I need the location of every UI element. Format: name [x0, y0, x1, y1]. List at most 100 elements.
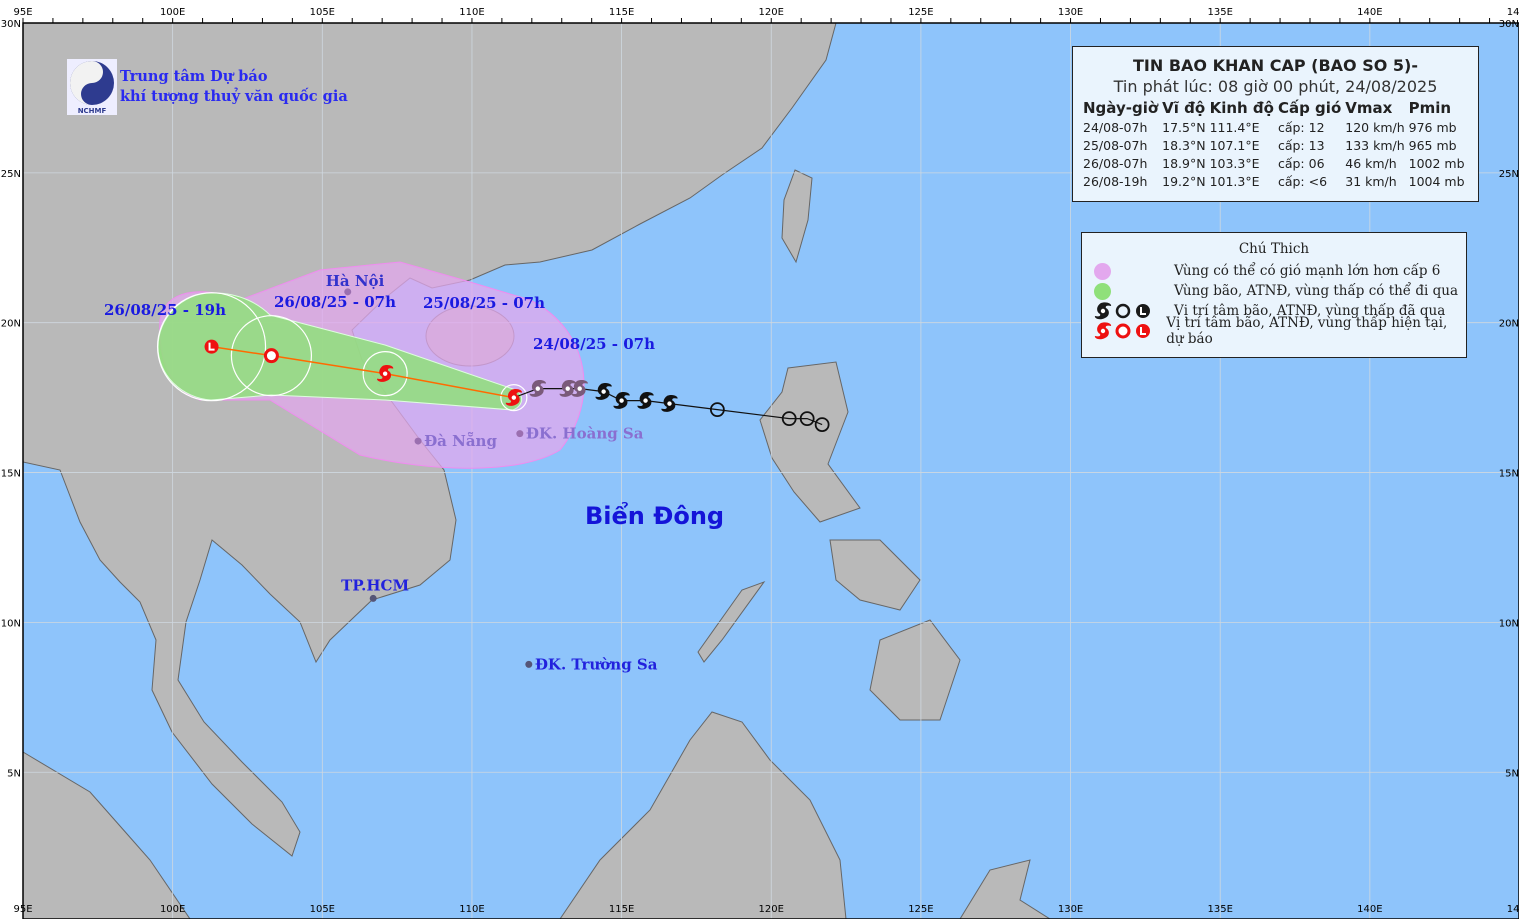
forecast-low-marker [204, 339, 219, 354]
place-marker [414, 437, 422, 445]
table-cell: 25/08-07h [1083, 138, 1148, 153]
lon-tick-label: 110E [459, 7, 484, 18]
land-luzon [759, 361, 861, 523]
lon-tick-label: 115E [609, 904, 634, 915]
lon-tick-label: 115E [609, 7, 634, 18]
place-marker [344, 288, 352, 296]
legend-label: Vị trí tâm bão, ATNĐ, vùng thấp đã qua [1174, 303, 1446, 319]
forecast-time-label: 26/08/25 - 19h [104, 301, 226, 319]
lat-tick-label: 10N [1, 618, 21, 629]
table-cell: 26/08-07h [1083, 156, 1148, 171]
land-asia-mainland [22, 22, 837, 857]
legend-item-zone: Vùng bão, ATNĐ, vùng thấp có thể đi qua [1082, 281, 1466, 301]
map-frame [22, 22, 1519, 919]
legend-box: Chú Thich Vùng có thể có gió mạnh lớn hơ… [1081, 232, 1467, 358]
lon-tick-label: 100E [160, 7, 185, 18]
land-masses [22, 22, 1051, 919]
current-storm-marker [505, 388, 522, 406]
map-axes: 95E95E100E100E105E105E110E110E115E115E12… [1, 7, 1519, 919]
land-borneo [559, 711, 847, 919]
place-label: Đà Nẵng [424, 431, 497, 450]
low-ring [709, 402, 725, 418]
storm-eye [1100, 328, 1106, 334]
bulletin-box: TIN BAO KHAN CAP (BAO SO 5)- Tin phát lú… [1072, 46, 1479, 202]
legend-title: Chú Thich [1238, 241, 1310, 257]
forecast-radius-circles [156, 292, 528, 412]
lat-tick-label: 20N [1, 319, 21, 330]
table-cell: 120 km/h [1345, 120, 1405, 135]
depression-ring [263, 348, 279, 364]
lon-tick-label: 130E [1058, 904, 1083, 915]
storm-eye [382, 371, 388, 376]
past-low-marker [709, 402, 725, 418]
land-sulawesi [959, 859, 1051, 919]
legend-item-past: Vị trí tâm bão, ATNĐ, vùng thấp đã qua [1082, 301, 1466, 321]
legend-label: Vùng bão, ATNĐ, vùng thấp có thể đi qua [1174, 283, 1459, 299]
lon-tick-label: 125E [908, 904, 933, 915]
low-icon [1136, 324, 1150, 338]
lon-tick-label: 140E [1357, 7, 1382, 18]
forecast-time-label: 26/08/25 - 07h [274, 293, 396, 311]
nchmf-logo: NCHMF [67, 59, 117, 119]
lat-tick-label: 30N [1499, 19, 1519, 30]
land-mindanao [869, 619, 961, 721]
past-storm-marker [571, 379, 588, 397]
legend-label: Vị trí tâm bão, ATNĐ, vùng thấp hiện tại… [1166, 315, 1448, 347]
past-low-marker [799, 411, 815, 427]
table-row: 26/08-07h 18.9°N 103.3°E cấp: 06 46 km/h 1002… [1081, 155, 1467, 173]
storm-eye [535, 386, 540, 391]
agency-name: Trung tâm Dự báo khí tượng thuỷ văn quốc… [120, 67, 348, 107]
place-marker [525, 660, 533, 668]
lon-tick-label: 100E [160, 904, 185, 915]
bulletin-issued: Tin phát lúc: 08 giờ 00 phút, 24/08/2025 [1113, 77, 1438, 96]
agency-name-line2: khí tượng thuỷ văn quốc gia [120, 88, 348, 105]
storm-eye [667, 401, 672, 406]
past-low-marker [814, 417, 830, 432]
lat-tick-label: 30N [1, 19, 21, 30]
place-label: Hà Nội [326, 272, 385, 290]
table-cell: cấp: 12 [1277, 120, 1325, 135]
table-cell: 111.4°E [1209, 120, 1260, 135]
past-storm-marker [637, 391, 654, 409]
past-storm-marker [595, 382, 612, 400]
lon-tick-label: 135E [1207, 904, 1232, 915]
table-cell: 19.2°N [1162, 174, 1206, 189]
legend-item-current: Vị trí tâm bão, ATNĐ, vùng thấp hiện tại… [1082, 315, 1466, 347]
table-cell: 1004 mb [1408, 174, 1465, 189]
table-row: 25/08-07h 18.3°N 107.1°E cấp: 13 133 km/h 965… [1081, 137, 1467, 155]
low-letter [1140, 307, 1146, 315]
forecast-track-line [211, 345, 514, 399]
bulletin-title: TIN BAO KHAN CAP (BAO SO 5)- [1133, 56, 1418, 75]
storm-eye [577, 386, 582, 391]
table-cell: 46 km/h [1345, 156, 1397, 171]
forecast-radius-circle [230, 315, 313, 397]
past-symbols-icon [1094, 302, 1150, 320]
place-label: ĐK. Trường Sa [535, 655, 658, 673]
column-header: Vĩ độ [1162, 99, 1206, 117]
table-cell: 24/08-07h [1083, 120, 1148, 135]
storm-eye [511, 395, 517, 400]
low-disc [204, 339, 219, 354]
storm-eye [643, 398, 648, 403]
storm-icon [1094, 322, 1112, 340]
column-header: Vmax [1345, 99, 1393, 117]
lat-tick-label: 15N [1499, 469, 1519, 480]
table-cell: 26/08-19h [1083, 174, 1148, 189]
table-cell: 18.3°N [1162, 138, 1206, 153]
place-marker [516, 430, 524, 438]
places: Hà Nội Đà Nẵng ĐK. Hoàng Sa TP.HCM ĐK. Trườn… [326, 272, 658, 674]
table-cell: 101.3°E [1209, 174, 1260, 189]
depression-icon [1115, 303, 1131, 319]
column-header: Kinh độ [1209, 99, 1274, 117]
table-cell: 965 mb [1408, 138, 1457, 153]
table-cell: 976 mb [1408, 120, 1457, 135]
lon-tick-label: 135E [1207, 7, 1232, 18]
forecast-time-label: 24/08/25 - 07h [533, 335, 655, 353]
forecast-time-label: 25/08/25 - 07h [423, 294, 545, 312]
table-row: 26/08-19h 19.2°N 101.3°E cấp: <6 31 km/h 1004… [1081, 173, 1467, 191]
low-icon [1136, 304, 1150, 318]
forecast-storm-marker [377, 364, 394, 382]
lon-tick-label: 105E [310, 7, 335, 18]
past-storm-marker [613, 391, 630, 409]
table-cell: 31 km/h [1345, 174, 1397, 189]
